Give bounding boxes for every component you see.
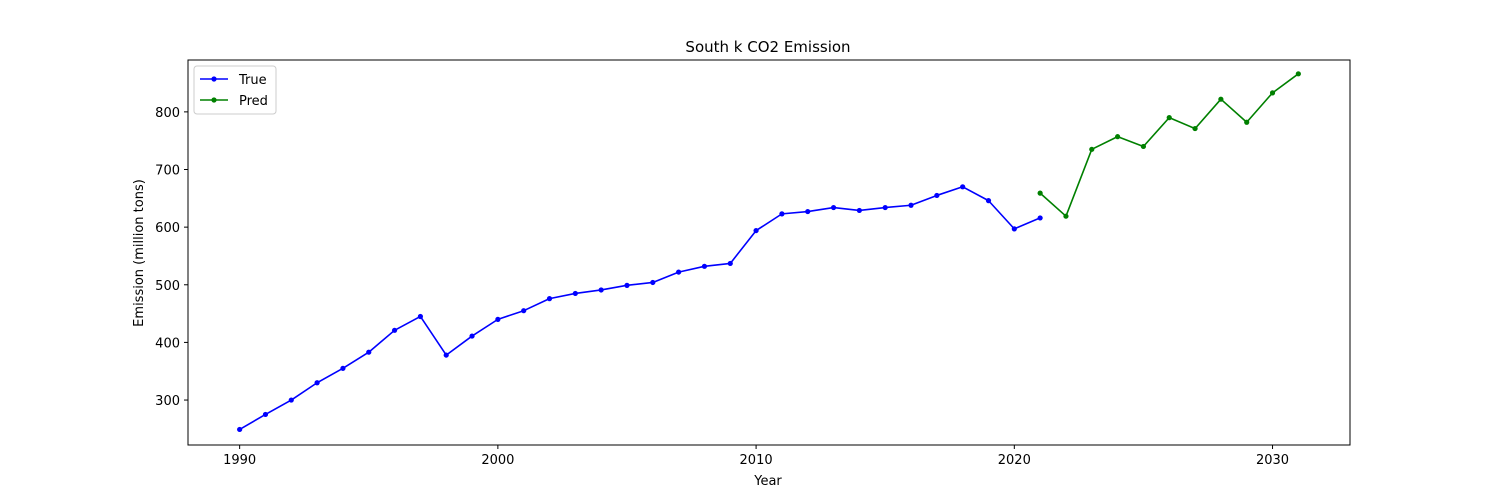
data-point-true bbox=[701, 263, 708, 269]
data-point-pred bbox=[1115, 134, 1121, 140]
data-point-true bbox=[624, 282, 630, 288]
data-point-true bbox=[417, 313, 423, 320]
data-point-true bbox=[985, 198, 992, 204]
data-point-true bbox=[469, 333, 475, 339]
y-tick-label: 300 bbox=[155, 394, 180, 409]
legend-label-true: True bbox=[238, 73, 267, 88]
plot-frame bbox=[187, 59, 1351, 446]
data-point-pred bbox=[1295, 71, 1301, 77]
data-point-true bbox=[340, 365, 346, 371]
legend-marker-true bbox=[211, 76, 217, 82]
data-point-true bbox=[908, 202, 914, 208]
x-axis-title: Year bbox=[753, 474, 782, 489]
data-point-true bbox=[366, 349, 372, 355]
data-point-true bbox=[650, 279, 656, 286]
x-tick-label: 2000 bbox=[481, 453, 514, 468]
y-tick-label: 800 bbox=[155, 106, 180, 121]
data-point-true bbox=[856, 207, 862, 214]
data-point-true bbox=[237, 426, 243, 433]
chart-title: South k CO2 Emission bbox=[685, 38, 850, 56]
y-tick-label: 400 bbox=[155, 336, 180, 351]
x-tick-label: 2030 bbox=[1256, 453, 1289, 468]
data-point-pred bbox=[1037, 190, 1043, 196]
data-point-true bbox=[830, 204, 837, 211]
data-point-pred bbox=[1063, 213, 1069, 219]
data-point-true bbox=[1011, 226, 1017, 232]
data-point-true bbox=[727, 260, 733, 267]
data-point-pred bbox=[1269, 90, 1276, 96]
data-point-true bbox=[598, 287, 604, 293]
data-point-true bbox=[443, 352, 449, 358]
data-point-true bbox=[805, 208, 811, 215]
data-point-pred bbox=[1244, 119, 1250, 125]
legend-label-pred: Pred bbox=[239, 94, 268, 109]
data-point-true bbox=[934, 192, 940, 199]
data-point-pred bbox=[1089, 146, 1095, 152]
data-point-true bbox=[521, 308, 527, 314]
data-point-true bbox=[262, 411, 269, 418]
data-point-pred bbox=[1192, 125, 1198, 132]
y-tick-label: 700 bbox=[155, 164, 180, 179]
data-point-pred bbox=[1218, 96, 1224, 102]
y-axis-title: Emission (million tons) bbox=[132, 179, 147, 327]
plot-area: 1990 2000 2010 2020 2030 300 400 500 600 700 800 Tr… bbox=[155, 59, 1351, 468]
data-point-true bbox=[1037, 215, 1043, 221]
data-point-true bbox=[960, 184, 966, 190]
y-tick-label: 600 bbox=[155, 221, 180, 236]
x-tick-label: 1990 bbox=[223, 453, 256, 468]
x-tick-label: 2010 bbox=[740, 453, 773, 468]
data-point-true bbox=[495, 316, 501, 322]
data-point-true bbox=[572, 290, 578, 297]
data-point-true bbox=[753, 227, 759, 234]
data-point-true bbox=[546, 296, 553, 302]
data-point-pred bbox=[1140, 143, 1147, 150]
data-point-true bbox=[779, 211, 785, 217]
data-point-true bbox=[882, 204, 888, 211]
data-point-true bbox=[676, 269, 682, 275]
x-tick-label: 2020 bbox=[998, 453, 1031, 468]
data-point-true bbox=[314, 380, 320, 386]
data-point-pred bbox=[1166, 115, 1172, 121]
y-tick-label: 500 bbox=[155, 279, 180, 294]
series-line-true bbox=[239, 186, 1041, 431]
legend-marker-pred bbox=[211, 97, 217, 103]
data-point-true bbox=[288, 397, 294, 403]
data-point-true bbox=[391, 327, 398, 333]
